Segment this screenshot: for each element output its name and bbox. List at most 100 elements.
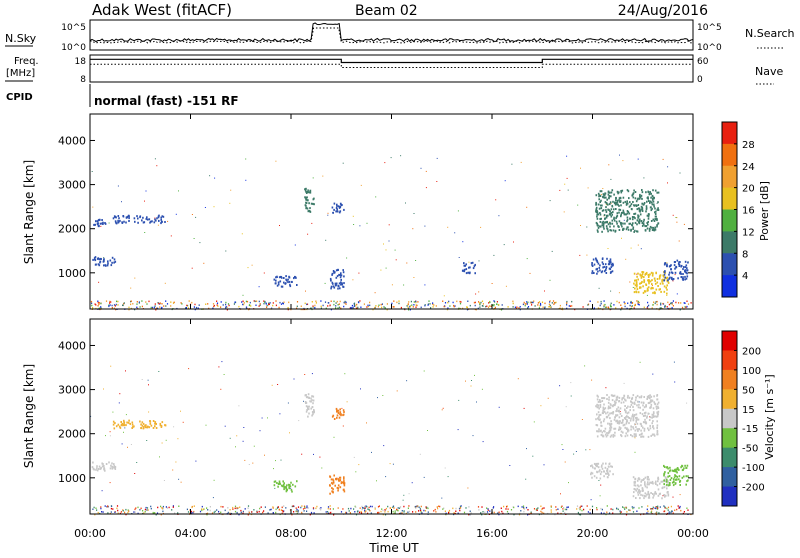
scatter-dot bbox=[663, 505, 665, 507]
scatter-dot bbox=[410, 300, 412, 303]
echo-dot bbox=[626, 189, 629, 192]
echo-dot bbox=[659, 282, 662, 285]
echo-dot bbox=[620, 213, 622, 216]
speckle-dot bbox=[526, 448, 527, 450]
echo-dot bbox=[625, 203, 628, 206]
scatter-dot bbox=[344, 302, 346, 304]
scatter-dot bbox=[218, 510, 220, 513]
scatter-dot bbox=[660, 307, 662, 309]
scatter-dot bbox=[122, 304, 124, 306]
speckle-dot bbox=[424, 284, 426, 286]
echo-dot bbox=[158, 219, 160, 222]
echo-dot bbox=[294, 275, 296, 278]
scatter-dot bbox=[222, 506, 224, 508]
echo-dot bbox=[633, 488, 636, 490]
echo-dot bbox=[633, 402, 635, 405]
echo-dot bbox=[307, 189, 309, 192]
echo-dot bbox=[604, 427, 607, 430]
echo-dot bbox=[647, 396, 650, 399]
scatter-dot bbox=[100, 507, 102, 510]
speckle-dot bbox=[303, 400, 304, 402]
echo-dot bbox=[336, 414, 339, 417]
echo-dot bbox=[596, 465, 599, 468]
speckle-dot bbox=[244, 459, 246, 461]
scatter-dot bbox=[172, 505, 174, 507]
scatter-dot bbox=[130, 300, 132, 303]
echo-dot bbox=[642, 203, 645, 206]
echo-dot bbox=[337, 478, 339, 481]
echo-dot bbox=[596, 462, 598, 465]
echo-dot bbox=[604, 201, 607, 204]
echo-dot bbox=[660, 290, 662, 293]
echo-dot bbox=[613, 219, 616, 222]
scatter-dot bbox=[277, 506, 279, 508]
echo-dot bbox=[640, 276, 643, 279]
echo-dot bbox=[643, 290, 646, 293]
echo-dot bbox=[599, 195, 602, 197]
scatter-dot bbox=[264, 506, 266, 508]
echo-dot bbox=[118, 217, 120, 220]
scatter-dot bbox=[272, 506, 274, 508]
scatter-dot bbox=[524, 304, 526, 307]
echo-dot bbox=[111, 261, 113, 264]
echo-dot bbox=[613, 225, 615, 228]
echo-dot bbox=[642, 401, 645, 404]
echo-dot bbox=[640, 429, 642, 432]
echo-dot bbox=[639, 412, 642, 415]
echo-dot bbox=[602, 225, 605, 228]
echo-dot bbox=[647, 289, 649, 292]
scatter-dot bbox=[116, 505, 119, 507]
echo-dot bbox=[104, 222, 106, 224]
echo-dot bbox=[155, 219, 157, 222]
echo-dot bbox=[286, 279, 288, 282]
scatter-dot bbox=[333, 303, 335, 306]
echo-dot bbox=[598, 207, 601, 210]
echo-dot bbox=[637, 406, 640, 409]
echo-dot bbox=[598, 194, 601, 197]
echo-dot bbox=[307, 396, 310, 399]
scatter-dot bbox=[190, 510, 192, 513]
scatter-dot bbox=[327, 511, 329, 513]
scatter-dot bbox=[296, 301, 299, 303]
echo-dot bbox=[659, 274, 661, 277]
echo-dot bbox=[641, 224, 644, 227]
echo-dot bbox=[654, 279, 656, 282]
echo-dot bbox=[669, 484, 671, 486]
echo-dot bbox=[636, 416, 638, 419]
speckle-dot bbox=[355, 471, 357, 473]
scatter-dot bbox=[258, 305, 260, 307]
echo-dot bbox=[656, 394, 659, 396]
speckle-dot bbox=[676, 293, 678, 295]
speckle-dot bbox=[376, 480, 377, 482]
echo-dot bbox=[112, 423, 115, 426]
scatter-dot bbox=[353, 508, 355, 510]
scatter-dot bbox=[455, 510, 457, 512]
echo-dot bbox=[669, 482, 671, 484]
scatter-dot bbox=[517, 505, 519, 508]
speckle-dot bbox=[406, 262, 408, 264]
echo-dot bbox=[629, 409, 631, 412]
echo-dot bbox=[609, 406, 612, 409]
scatter-dot bbox=[268, 303, 270, 306]
echo-dot bbox=[614, 229, 617, 232]
scatter-dot bbox=[686, 300, 688, 302]
scatter-dot bbox=[398, 507, 401, 509]
echo-dot bbox=[607, 203, 609, 206]
scatter-dot bbox=[377, 506, 380, 508]
velocity-cbar-swatch bbox=[722, 331, 737, 351]
speckle-dot bbox=[273, 468, 274, 470]
echo-dot bbox=[645, 210, 647, 213]
scatter-dot bbox=[166, 303, 169, 305]
echo-dot bbox=[623, 213, 626, 216]
scatter-dot bbox=[566, 508, 568, 511]
scatter-dot bbox=[516, 306, 518, 308]
scatter-dot bbox=[348, 510, 350, 512]
scatter-dot bbox=[160, 505, 162, 508]
speckle-dot bbox=[263, 272, 265, 274]
echo-dot bbox=[601, 431, 604, 434]
echo-dot bbox=[642, 222, 645, 225]
speckle-dot bbox=[674, 381, 676, 383]
scatter-dot bbox=[409, 306, 411, 308]
speckle-dot bbox=[180, 481, 182, 483]
echo-dot bbox=[661, 497, 663, 500]
